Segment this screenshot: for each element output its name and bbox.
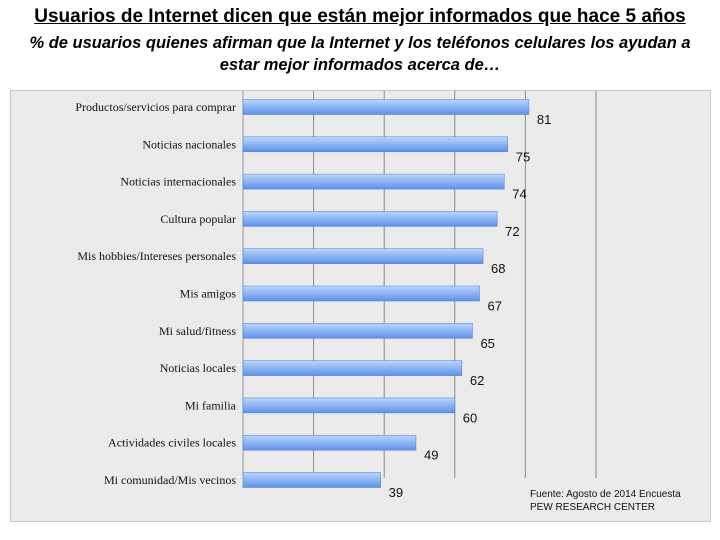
category-label: Noticias locales <box>160 361 237 375</box>
data-label: 67 <box>488 299 502 314</box>
bar <box>242 397 456 414</box>
subtitle-line-1: % de usuarios quienes afirman que la Int… <box>29 34 691 52</box>
category-label: Mi familia <box>185 398 237 412</box>
bar <box>242 211 498 227</box>
chart-subtitle: % de usuarios quienes afirman que la Int… <box>0 32 720 76</box>
category-label: Mis amigos <box>180 287 237 301</box>
bar <box>242 434 417 451</box>
category-label: Actividades civiles locales <box>108 436 236 450</box>
data-label: 68 <box>491 261 505 276</box>
category-label: Productos/servicios para comprar <box>75 100 236 114</box>
bar <box>242 136 508 153</box>
bar <box>242 173 505 190</box>
data-label: 72 <box>505 224 519 239</box>
subtitle-line-2: estar mejor informados acerca de… <box>219 56 501 74</box>
data-label: 75 <box>516 149 530 164</box>
source-line-1: Fuente: Agosto de 2014 Encuesta <box>530 489 681 500</box>
data-label: 60 <box>463 410 477 425</box>
bar <box>242 99 530 115</box>
data-label: 65 <box>480 336 494 351</box>
data-label: 39 <box>389 485 403 500</box>
data-label: 62 <box>470 373 484 388</box>
category-label: Cultura popular <box>160 212 236 226</box>
category-label: Mi comunidad/Mis vecinos <box>104 473 236 487</box>
category-label: Noticias internacionales <box>120 175 236 189</box>
bar <box>242 285 480 302</box>
source-note: Fuente: Agosto de 2014 Encuesta PEW RESE… <box>530 488 681 514</box>
data-label: 81 <box>537 112 551 127</box>
data-label: 74 <box>512 187 526 202</box>
bar <box>242 472 381 488</box>
bar <box>242 360 463 376</box>
category-label: Mi salud/fitness <box>159 324 236 338</box>
chart-title: Usuarios de Internet dicen que están mej… <box>34 6 686 27</box>
source-line-2: PEW RESEARCH CENTER <box>530 502 656 513</box>
bar <box>242 248 484 264</box>
data-label: 49 <box>424 448 438 463</box>
category-label: Noticias nacionales <box>142 137 236 151</box>
bar <box>242 323 473 339</box>
category-label: Mis hobbies/Intereses personales <box>77 249 236 263</box>
